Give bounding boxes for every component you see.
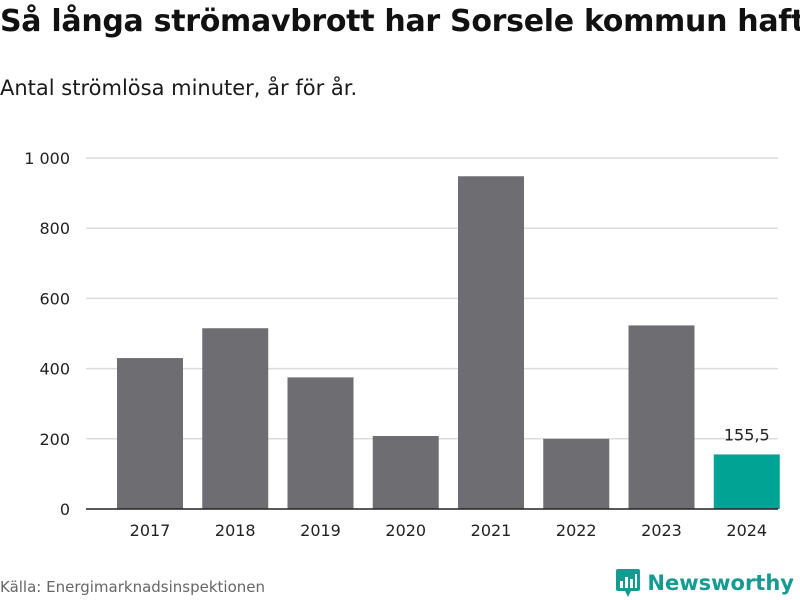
x-tick-label: 2022 <box>556 521 597 540</box>
bar <box>458 176 524 509</box>
chart-subtitle: Antal strömlösa minuter, år för år. <box>0 76 358 100</box>
x-tick-label: 2017 <box>130 521 171 540</box>
bar <box>628 325 695 509</box>
bar <box>202 328 269 509</box>
y-tick-label: 800 <box>39 219 70 238</box>
bar <box>287 377 354 509</box>
data-label: 155,5 <box>724 425 770 444</box>
y-tick-label: 0 <box>60 500 70 519</box>
bar <box>117 358 183 509</box>
y-tick-label: 1 000 <box>24 149 70 168</box>
y-tick-label: 400 <box>39 360 70 379</box>
chart-title: Så långa strömavbrott har Sorsele kommun… <box>0 4 800 39</box>
brand-logo: Newsworthy <box>615 568 794 598</box>
y-tick-label: 600 <box>39 289 70 308</box>
source-note: Källa: Energimarknadsinspektionen <box>0 578 266 596</box>
bar-chart-badge-icon <box>616 569 641 597</box>
x-tick-label: 2024 <box>726 521 767 540</box>
x-tick-label: 2020 <box>385 521 426 540</box>
y-tick-label: 200 <box>39 430 70 449</box>
x-tick-label: 2023 <box>641 521 682 540</box>
bar-highlighted <box>713 454 780 509</box>
bar <box>543 438 610 509</box>
x-tick-label: 2018 <box>215 521 256 540</box>
bar <box>372 435 439 509</box>
x-tick-label: 2019 <box>300 521 341 540</box>
brand-name: Newsworthy <box>647 571 794 595</box>
x-tick-label: 2021 <box>471 521 512 540</box>
